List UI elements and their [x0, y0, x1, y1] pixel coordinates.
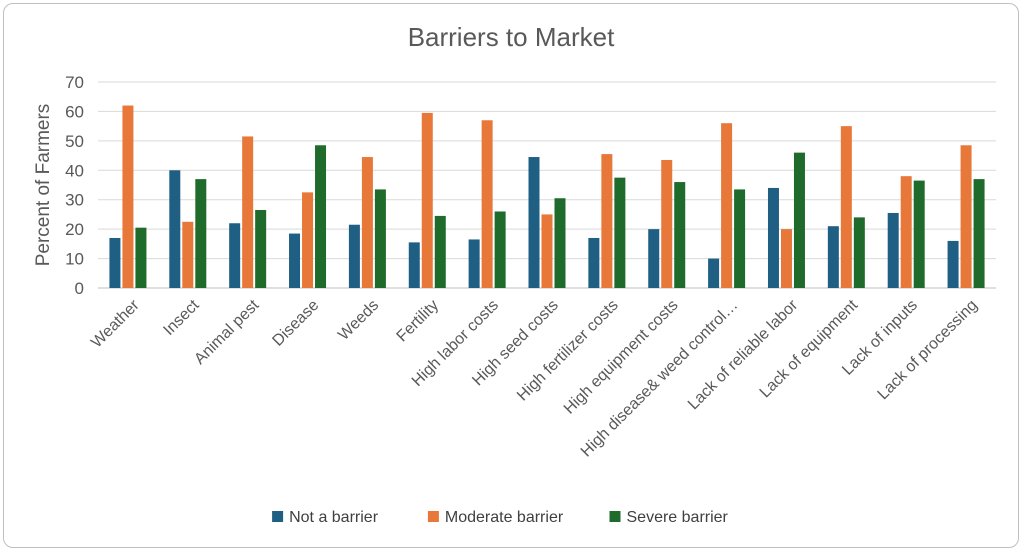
bar — [588, 237, 600, 288]
bar — [541, 214, 553, 288]
x-tick-label: Weather — [88, 296, 143, 351]
x-tick-label: Disease — [269, 297, 322, 350]
legend-swatch — [427, 511, 439, 522]
bar — [315, 145, 327, 288]
bars — [109, 105, 985, 289]
bar — [674, 182, 686, 288]
x-tick-label: Fertility — [394, 297, 442, 345]
x-tick-label: Weeds — [335, 297, 382, 344]
bar — [734, 189, 746, 288]
bar — [374, 189, 386, 288]
y-tick-label: 50 — [65, 132, 84, 151]
bar — [661, 159, 673, 288]
bar — [195, 179, 207, 288]
bar — [767, 187, 779, 288]
bar — [348, 224, 360, 288]
y-tick-label: 0 — [75, 279, 84, 298]
y-tick-label: 40 — [65, 161, 84, 180]
x-tick-label: High equipment costs — [561, 297, 682, 418]
x-tick-label: High fertilizer costs — [514, 297, 622, 405]
bar — [242, 136, 254, 288]
bar — [408, 242, 420, 288]
bar — [229, 223, 241, 288]
y-axis-label: Percent of Farmers — [33, 104, 54, 267]
y-tick-label: 60 — [65, 102, 84, 121]
bar — [554, 198, 566, 288]
bar — [947, 240, 959, 288]
legend-swatch — [609, 511, 621, 522]
bar — [255, 210, 267, 288]
bar — [721, 123, 733, 288]
bar — [494, 211, 506, 288]
legend-label: Moderate barrier — [445, 509, 564, 526]
bar — [481, 120, 493, 288]
bar — [421, 112, 433, 289]
bar — [827, 226, 839, 288]
bar — [780, 229, 792, 288]
legend-label: Severe barrier — [627, 509, 729, 526]
x-tick-label: Lack of processing — [875, 297, 981, 403]
y-tick-label: 70 — [65, 73, 84, 92]
y-axis-ticks: 0 10 20 30 40 50 60 70 — [65, 73, 84, 298]
legend: Not a barrier Moderate barrier Severe barr… — [272, 509, 729, 526]
bar — [361, 157, 373, 288]
y-tick-label: 30 — [65, 191, 84, 210]
x-tick-label: Insect — [160, 296, 203, 339]
y-tick-label: 10 — [65, 250, 84, 269]
bar — [135, 227, 147, 288]
bar — [169, 170, 181, 288]
x-tick-label: Lack of equipment — [757, 296, 862, 401]
bar — [528, 157, 540, 288]
bar — [289, 233, 301, 288]
bar — [793, 152, 805, 288]
x-tick-label: Lack of reliable labor — [685, 296, 802, 413]
bar — [182, 221, 194, 288]
bar — [614, 177, 626, 288]
bar — [960, 145, 972, 288]
bar — [887, 212, 899, 288]
legend-label: Not a barrier — [289, 509, 379, 526]
chart-title: Barriers to Market — [408, 22, 615, 52]
y-tick-label: 20 — [65, 220, 84, 239]
bar — [900, 176, 912, 288]
bar — [601, 154, 613, 288]
bar — [648, 229, 660, 288]
bar — [109, 237, 121, 288]
bar — [708, 258, 720, 288]
bar — [853, 217, 865, 288]
bar — [973, 179, 985, 288]
bar — [913, 180, 925, 288]
x-tick-label: Animal pest — [191, 296, 263, 368]
bar — [122, 105, 134, 289]
bar — [468, 239, 480, 288]
bar — [434, 215, 446, 288]
bar — [840, 126, 852, 289]
bar — [302, 192, 314, 288]
legend-swatch — [272, 511, 284, 522]
